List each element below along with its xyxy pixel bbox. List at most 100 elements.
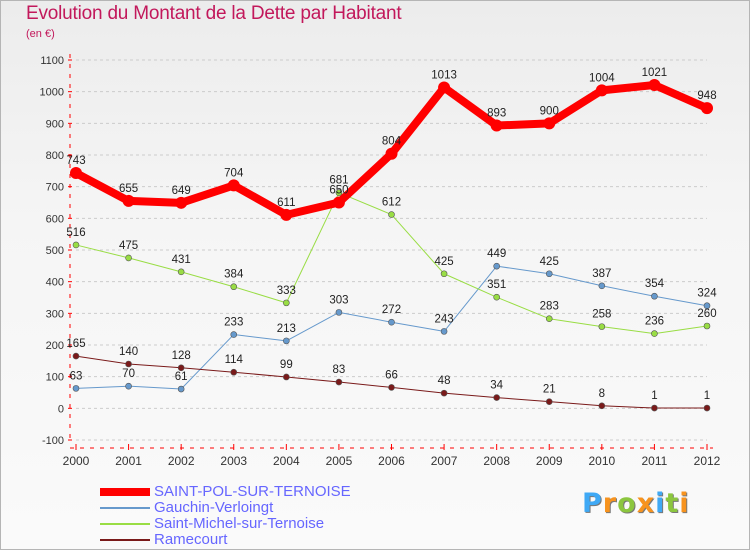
data-point xyxy=(438,81,451,94)
data-label: 8 xyxy=(599,388,605,400)
legend-label: Saint-Michel-sur-Ternoise xyxy=(154,515,325,532)
data-point xyxy=(385,147,398,160)
x-tick-label: 2004 xyxy=(273,454,300,468)
data-label: 475 xyxy=(119,240,138,252)
series-line xyxy=(75,355,708,409)
data-point xyxy=(598,402,606,410)
data-point xyxy=(545,398,553,405)
data-label: 21 xyxy=(543,384,556,396)
data-point xyxy=(493,394,500,401)
data-label: 449 xyxy=(487,248,506,260)
data-point xyxy=(595,84,608,97)
legend-swatch xyxy=(100,539,150,541)
logo-letter: x xyxy=(636,488,656,519)
data-label: 516 xyxy=(66,227,85,239)
data-point xyxy=(283,373,290,381)
x-tick-label: 2003 xyxy=(220,454,247,468)
y-tick-label: 1100 xyxy=(40,55,64,67)
legend-swatch xyxy=(100,488,150,496)
data-label: 272 xyxy=(382,304,401,316)
legend-item: Gauchin-Verloingt xyxy=(100,500,351,516)
y-tick-label: 0 xyxy=(58,403,64,415)
data-label: 351 xyxy=(487,279,506,291)
data-point xyxy=(122,194,135,207)
data-label: 61 xyxy=(175,371,188,383)
data-point xyxy=(335,378,343,386)
data-label: 655 xyxy=(119,183,138,195)
data-label: 63 xyxy=(70,370,83,382)
y-tick-label: 700 xyxy=(46,182,64,194)
data-point xyxy=(335,309,343,316)
data-label: 128 xyxy=(172,350,191,362)
logo-letter: r xyxy=(602,488,618,519)
data-label: 431 xyxy=(172,254,191,266)
data-label: 70 xyxy=(122,368,135,380)
data-point xyxy=(177,385,185,393)
x-tick-label: 2005 xyxy=(326,454,353,468)
data-point xyxy=(388,318,395,326)
data-point xyxy=(227,179,240,192)
data-label: 114 xyxy=(225,354,244,366)
data-point xyxy=(701,102,713,115)
data-label: 1021 xyxy=(642,67,668,79)
data-label: 743 xyxy=(66,155,85,167)
data-label: 1 xyxy=(704,390,710,402)
legend-swatch xyxy=(100,507,150,509)
data-point xyxy=(332,196,345,209)
data-point xyxy=(651,330,658,337)
legend-item: Ramecourt xyxy=(100,532,351,548)
data-label: 704 xyxy=(224,167,244,179)
data-point xyxy=(703,404,711,412)
data-label: 387 xyxy=(592,268,611,280)
data-point xyxy=(703,302,711,310)
data-label: 354 xyxy=(645,278,665,290)
data-label: 893 xyxy=(487,108,506,120)
data-point xyxy=(175,196,188,209)
x-tick-label: 2006 xyxy=(378,454,405,468)
legend-item: Saint-Michel-sur-Ternoise xyxy=(100,516,351,532)
x-tick-label: 2002 xyxy=(168,454,195,468)
legend-label: SAINT-POL-SUR-TERNOISE xyxy=(154,483,351,500)
series-ramecourt xyxy=(72,352,711,412)
data-label: 236 xyxy=(645,316,664,328)
data-label: 425 xyxy=(434,256,453,268)
data-label: 140 xyxy=(119,346,138,358)
data-label: 384 xyxy=(224,269,244,281)
data-point xyxy=(283,337,290,345)
data-point xyxy=(543,117,556,130)
data-point xyxy=(651,292,658,300)
x-tick-label: 2010 xyxy=(588,454,615,468)
data-point xyxy=(388,211,395,218)
y-tick-label: 600 xyxy=(46,213,64,225)
x-tick-label: 2001 xyxy=(115,454,142,468)
y-tick-label: 400 xyxy=(46,277,64,289)
data-label: 611 xyxy=(277,197,295,209)
chart-title: Evolution du Montant de la Dette par Hab… xyxy=(26,3,402,24)
data-label: 283 xyxy=(540,301,559,313)
data-label: 650 xyxy=(329,185,348,197)
data-point xyxy=(72,352,80,360)
data-point xyxy=(280,208,293,221)
logo-letter: i xyxy=(655,488,666,519)
data-point xyxy=(545,270,553,278)
data-label: 1013 xyxy=(431,70,457,82)
x-tick-label: 2000 xyxy=(63,454,90,468)
data-point xyxy=(72,241,80,249)
x-tick-label: 2007 xyxy=(431,454,458,468)
y-tick-label: 200 xyxy=(46,340,64,352)
logo-letter: P xyxy=(582,488,603,519)
logo-letter: t xyxy=(665,488,680,519)
data-point xyxy=(490,119,503,132)
data-point xyxy=(388,384,395,391)
data-point xyxy=(440,389,448,397)
data-label: 425 xyxy=(540,256,559,268)
data-label: 333 xyxy=(277,285,296,297)
legend-label: Gauchin-Verloingt xyxy=(154,499,274,516)
data-label: 260 xyxy=(697,308,716,320)
data-label: 243 xyxy=(434,313,453,325)
y-tick-label: 900 xyxy=(46,118,64,130)
data-point xyxy=(598,282,606,290)
data-label: 681 xyxy=(329,175,348,187)
data-label: 1 xyxy=(651,390,657,402)
data-point xyxy=(70,167,82,180)
